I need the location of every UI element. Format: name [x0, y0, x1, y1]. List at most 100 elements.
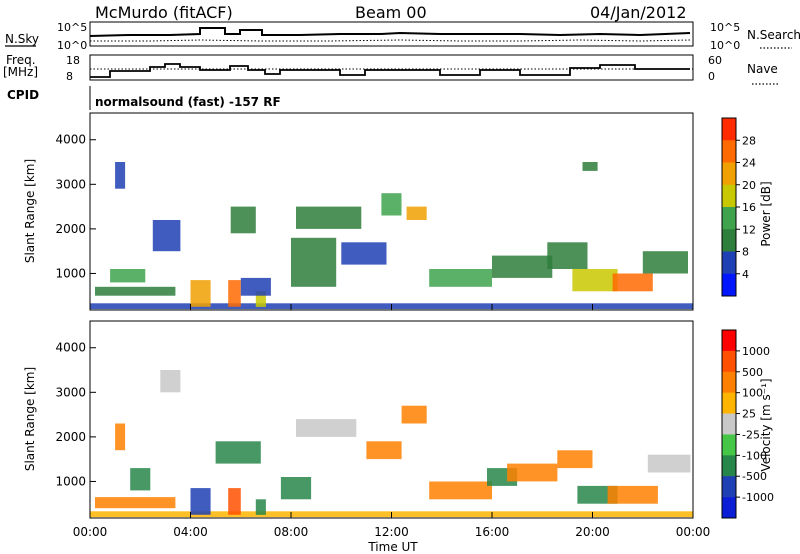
velocity-region [401, 405, 427, 424]
x-tick-label: 08:00 [274, 525, 309, 539]
x-tick-label: 16:00 [475, 525, 510, 539]
power-colorbar-label: Power [dB] [759, 181, 773, 246]
power-colorbar-swatch [722, 273, 736, 297]
nsky-label: N.Sky [5, 32, 39, 46]
cpid-text: normalsound (fast) -157 RF [95, 95, 281, 109]
velocity-colorbar-tick-label: 1000 [742, 345, 770, 358]
velocity-region [160, 370, 181, 393]
power-y-axis: 1000 2000 3000 4000 [55, 133, 96, 280]
velocity-region [577, 485, 618, 504]
power-colorbar-swatch [722, 251, 736, 275]
velocity-colorbar-swatch [722, 392, 736, 414]
velocity-region [429, 481, 492, 500]
velocity-colorbar-swatch [722, 330, 736, 352]
velocity-y-axis: 1000 2000 3000 4000 [55, 341, 96, 488]
power-region [612, 273, 653, 292]
velocity-region [280, 477, 312, 500]
power-colorbar-swatch [722, 162, 736, 186]
power-colorbar-tick-label: 4 [742, 268, 749, 281]
power-region [492, 255, 553, 278]
power-region [296, 206, 362, 229]
x-tick-label: 00:00 [676, 525, 711, 539]
x-tick-label: 04:00 [173, 525, 208, 539]
power-colorbar-tick-label: 20 [742, 179, 756, 192]
x-tick-label: 00:00 [73, 525, 108, 539]
power-colorbar-swatch [722, 184, 736, 208]
station-title: McMurdo (fitACF) [95, 3, 233, 22]
power-y-tick-label: 1000 [55, 266, 86, 280]
velocity-region [607, 485, 658, 504]
power-colorbar-tick-label: 24 [742, 157, 756, 170]
freq-left-tick-top: 18 [66, 54, 80, 67]
velocity-colorbar-swatch [722, 434, 736, 456]
power-colorbar-tick-label: 16 [742, 201, 756, 214]
velocity-colorbar-swatch [722, 350, 736, 373]
power-colorbar-tick-label: 28 [742, 134, 756, 147]
velocity-colorbar-tick-label: -100 [742, 449, 767, 462]
velocity-region [95, 497, 176, 509]
power-region [240, 277, 271, 296]
date-title: 04/Jan/2012 [590, 3, 687, 22]
power-region [547, 242, 588, 269]
velocity-ylabel: Slant Range [km] [23, 367, 37, 471]
velocity-colorbar-tick-label: 100 [742, 387, 763, 400]
noise-left-tick-bottom: 10^0 [57, 39, 87, 52]
nsearch-trace [90, 39, 691, 42]
velocity-colorbar-swatch [722, 476, 736, 498]
power-region [152, 220, 181, 252]
power-colorbar-swatch [722, 140, 736, 163]
power-region [110, 269, 146, 283]
power-region [190, 280, 211, 307]
power-region [115, 162, 126, 189]
velocity-colorbar-tick-label: -25 [742, 428, 760, 441]
velocity-colorbar-tick-label: -500 [742, 470, 767, 483]
velocity-colorbar-swatch [722, 413, 736, 435]
noise-right-tick-top: 10^5 [710, 21, 740, 34]
power-region [406, 206, 427, 220]
velocity-y-tick-label: 1000 [55, 474, 86, 488]
power-region [582, 162, 598, 171]
nave-right-tick-top: 60 [708, 54, 722, 67]
velocity-region [215, 441, 261, 464]
x-axis-label: Time UT [367, 540, 418, 554]
velocity-region [647, 454, 691, 473]
power-region [572, 269, 618, 292]
power-region [642, 251, 688, 274]
noise-left-tick-top: 10^5 [57, 21, 87, 34]
velocity-y-tick-label: 4000 [55, 341, 86, 355]
freq-label: Freq. [6, 53, 36, 67]
velocity-region [296, 419, 357, 437]
x-axis: 00:00 04:00 08:00 12:00 16:00 20:00 00:00 [73, 304, 711, 539]
velocity-region [255, 499, 266, 515]
power-y-tick-label: 3000 [55, 177, 86, 191]
power-region [255, 291, 266, 307]
velocity-colorbar-swatch [722, 497, 736, 519]
nave-right-tick-bottom: 0 [708, 70, 715, 83]
velocity-region [507, 463, 558, 482]
power-heatmap [90, 162, 693, 310]
power-ylabel: Slant Range [km] [23, 159, 37, 263]
noise-right-tick-bottom: 10^0 [710, 39, 740, 52]
velocity-colorbar-swatch [722, 371, 736, 393]
power-region [228, 280, 241, 307]
nsearch-label: N.Search [747, 28, 800, 42]
velocity-colorbar-frame [721, 329, 737, 519]
power-region [429, 269, 492, 287]
power-y-tick-label: 2000 [55, 222, 86, 236]
x-tick-label: 20:00 [575, 525, 610, 539]
power-colorbar-swatch [722, 118, 736, 141]
power-region [291, 237, 337, 287]
velocity-region [115, 423, 126, 451]
velocity-colorbar-tick-label: 500 [742, 366, 763, 379]
velocity-y-tick-label: 3000 [55, 385, 86, 399]
cpid-label: CPID [7, 88, 39, 102]
power-colorbar-swatch [722, 229, 736, 252]
power-colorbar-swatch [722, 207, 736, 230]
velocity-colorbar: 1000 500 100 25 -25 -100 -500 -1000 [721, 329, 774, 519]
velocity-region [366, 441, 402, 460]
power-y-tick-label: 4000 [55, 133, 86, 147]
velocity-panel-bg [90, 321, 693, 518]
freq-left-tick-bottom: 8 [66, 70, 73, 83]
power-region [230, 206, 256, 234]
